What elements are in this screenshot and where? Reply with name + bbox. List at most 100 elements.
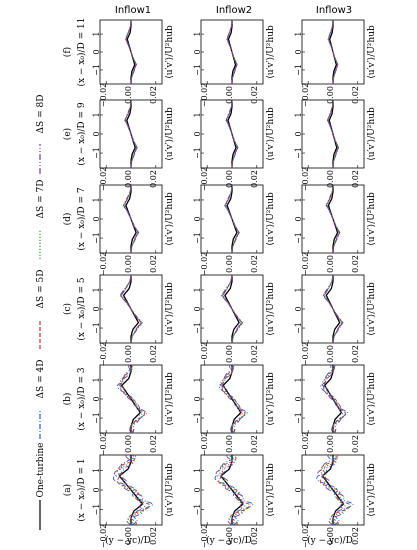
series-line-3: [322, 364, 346, 434]
value-tick-label: −0.02: [200, 83, 209, 108]
series-line-5: [326, 184, 340, 254]
value-tick-label: 0.02: [351, 86, 360, 104]
y-axis-label: ⟨u′v′⟩/U²hub: [367, 107, 377, 161]
value-tick-label: −0.02: [99, 524, 108, 549]
value-tick-label: 0.02: [149, 255, 158, 273]
panel-r3-c2: −0.02 0.00 0.02 1 0 −1 ⟨u′v′⟩/U²hub: [193, 274, 276, 366]
y-axis-label: ⟨u′v′⟩/U²hub: [367, 463, 377, 517]
panel-r4-c3: −0.02 0.00 0.02 1 0 −1 ⟨u′v′⟩/U²hub: [294, 184, 377, 277]
panel-r1-c2: −0.02 0.00 0.02 1 0 −1 ⟨u′v′⟩/U²hub: [193, 454, 276, 548]
value-tick-label: 0.00: [326, 527, 335, 545]
row-tag: (c): [62, 303, 73, 315]
value-tick-label: 0.00: [326, 435, 335, 453]
position-tick-label: 0: [92, 487, 101, 492]
series-line-3: [322, 274, 344, 344]
position-tick-label: 1: [92, 197, 101, 202]
y-axis-label: ⟨u′v′⟩/U²hub: [367, 192, 377, 246]
value-tick-label: 0.02: [250, 435, 259, 453]
position-tick-label: 0: [193, 216, 202, 221]
column-header-3: Inflow3: [316, 5, 352, 16]
panel-grid: −0.02 0.00 0.02 1 0 −1 ⟨u′v′⟩/U²hub −0.02 0.00 0.…: [92, 19, 377, 549]
position-tick-label: 1: [92, 112, 101, 117]
value-tick-label: 0.02: [149, 86, 158, 104]
y-axis-label: ⟨u′v′⟩/U²hub: [367, 282, 377, 336]
position-tick-label: −1: [294, 232, 303, 244]
value-tick-label: 0.02: [149, 435, 158, 453]
value-tick-label: 0.00: [124, 170, 133, 188]
row-tag: (f): [62, 47, 73, 57]
value-tick-label: 0.00: [124, 435, 133, 453]
panel-r1-c1: −0.02 0.00 0.02 1 0 −1 ⟨u′v′⟩/U²hub: [92, 454, 175, 549]
series-line-1: [120, 365, 142, 433]
series-line-1: [323, 365, 343, 433]
panel-r6-c2: −0.02 0.00 0.02 1 0 −1 ⟨u′v′⟩/U²hub: [193, 19, 276, 108]
position-tick-label: −1: [294, 412, 303, 424]
legend-label: ΔS = 7D: [36, 180, 46, 219]
series-line-3: [116, 454, 150, 526]
position-tick-label: −1: [294, 322, 303, 334]
panel-r2-c2: −0.02 0.00 0.02 1 0 −1 ⟨u′v′⟩/U²hub: [193, 364, 276, 457]
legend-entry-3: ΔS = 5D: [36, 270, 46, 349]
panel-r6-c3: −0.02 0.00 0.02 1 0 −1 ⟨u′v′⟩/U²hub: [294, 19, 377, 107]
position-tick-label: 0: [193, 131, 202, 136]
y-axis-label: ⟨u′v′⟩/U²hub: [165, 107, 175, 161]
position-tick-label: 1: [92, 377, 101, 382]
value-tick-label: −0.02: [99, 252, 108, 277]
x-axis-label-1: (y − yc)/D: [105, 535, 151, 546]
row-station-label: (x − x₀)/D = 1: [76, 458, 87, 521]
panel-r2-c1: −0.02 0.00 0.02 1 0 −1 ⟨u′v′⟩/U²hub: [92, 364, 175, 457]
value-tick-label: 0.00: [326, 86, 335, 104]
position-tick-label: −1: [294, 504, 303, 516]
legend-entry-5: ΔS = 8D: [36, 95, 46, 174]
panel-r3-c3: −0.02 0.00 0.02 1 0 −1 ⟨u′v′⟩/U²hub: [294, 274, 377, 366]
value-tick-label: 0.00: [225, 86, 234, 104]
value-tick-label: 0.00: [124, 86, 133, 104]
value-tick-label: 0.00: [225, 255, 234, 273]
position-tick-label: 0: [294, 131, 303, 136]
series-line-1: [118, 455, 144, 525]
position-tick-label: −1: [92, 504, 101, 516]
row-station-label: (x − x₀)/D = 7: [76, 187, 87, 251]
y-axis-label: ⟨u′v′⟩/U²hub: [266, 282, 276, 336]
series-line-3: [220, 364, 246, 434]
series-line-2: [112, 455, 154, 526]
position-tick-label: 1: [294, 468, 303, 473]
series-line-5: [125, 99, 137, 169]
position-tick-label: 0: [92, 306, 101, 311]
series-line-5: [215, 454, 244, 526]
position-tick-label: 1: [294, 377, 303, 382]
x-axis-label-3: (y − yc)/D: [307, 535, 353, 546]
value-tick-label: −0.02: [301, 432, 310, 457]
position-tick-label: 1: [193, 32, 202, 37]
series-line-1: [220, 455, 244, 525]
row-station-label: (x − x₀)/D = 9: [76, 102, 87, 166]
row-tag: (b): [62, 393, 73, 406]
legend-entry-4: ΔS = 7D: [36, 180, 46, 259]
position-tick-label: 0: [193, 396, 202, 401]
y-axis-label: ⟨u′v′⟩/U²hub: [266, 192, 276, 246]
value-tick-label: −0.02: [99, 432, 108, 457]
value-tick-label: 0.02: [250, 170, 259, 188]
position-tick-label: 1: [92, 468, 101, 473]
value-tick-label: −0.02: [99, 342, 108, 367]
panel-r4-c2: −0.02 0.00 0.02 1 0 −1 ⟨u′v′⟩/U²hub: [193, 184, 276, 276]
y-axis-label: ⟨u′v′⟩/U²hub: [266, 25, 276, 79]
series-line-4: [116, 454, 147, 526]
panel-r5-c2: −0.02 0.00 0.02 1 0 −1 ⟨u′v′⟩/U²hub: [193, 99, 276, 191]
value-tick-label: 0.02: [149, 170, 158, 188]
series-line-5: [327, 99, 339, 169]
value-tick-label: −0.02: [301, 252, 310, 277]
position-tick-label: −1: [294, 64, 303, 76]
position-tick-label: −1: [294, 147, 303, 159]
value-tick-label: 0.00: [326, 345, 335, 363]
series-line-5: [114, 454, 144, 526]
position-tick-label: −1: [92, 147, 101, 159]
position-tick-label: −1: [193, 412, 202, 424]
position-tick-label: 0: [294, 396, 303, 401]
value-tick-label: −0.02: [200, 432, 209, 457]
panel-r6-c1: −0.02 0.00 0.02 1 0 −1 ⟨u′v′⟩/U²hub: [92, 19, 175, 107]
row-labels: (x − x₀)/D = 1(a) One-turbine (x − x₀)/D =…: [36, 17, 87, 530]
value-tick-label: 0.00: [124, 345, 133, 363]
legend-label: One-turbine: [36, 442, 46, 497]
y-axis-label: ⟨u′v′⟩/U²hub: [367, 25, 377, 79]
